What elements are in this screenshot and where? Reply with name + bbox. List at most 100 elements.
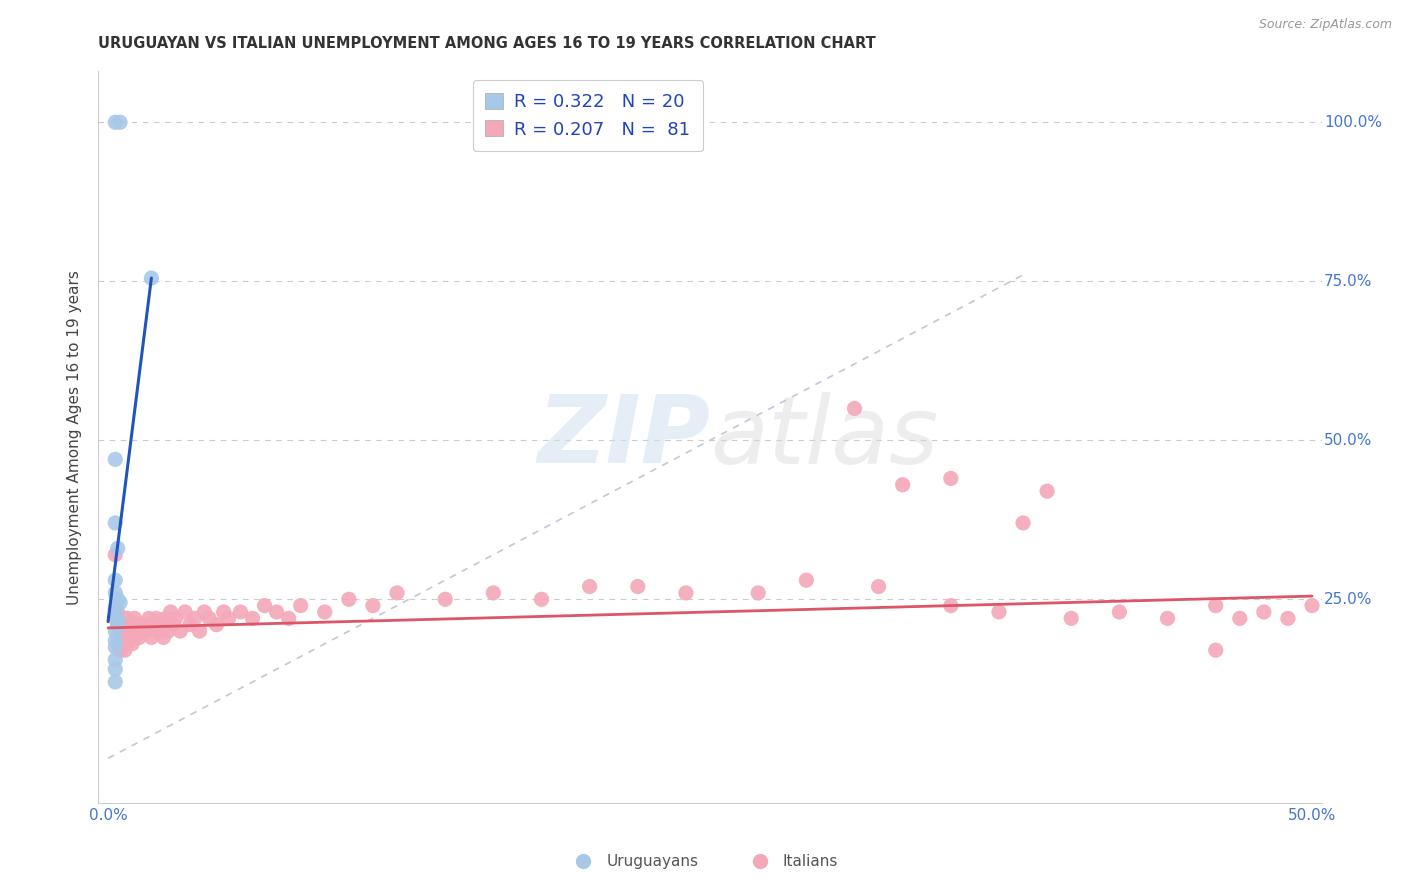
Point <box>131 624 153 638</box>
Point <box>104 602 127 616</box>
Point <box>107 541 129 556</box>
Point <box>530 592 553 607</box>
Point <box>188 624 211 638</box>
Point <box>114 643 136 657</box>
Point <box>104 662 127 676</box>
Point <box>184 611 207 625</box>
Point <box>868 580 890 594</box>
Point <box>162 617 184 632</box>
Point <box>111 617 134 632</box>
Point <box>117 637 139 651</box>
Point <box>844 401 866 416</box>
Point <box>128 631 150 645</box>
Point <box>277 611 299 625</box>
Point <box>107 592 129 607</box>
Point <box>212 605 235 619</box>
Point <box>205 617 228 632</box>
Point <box>111 631 134 645</box>
Legend: Uruguayans, Italians: Uruguayans, Italians <box>562 848 844 875</box>
Text: 50.0%: 50.0% <box>1324 433 1372 448</box>
Point <box>128 617 150 632</box>
Point <box>107 637 129 651</box>
Point <box>434 592 457 607</box>
Point <box>108 643 131 657</box>
Point <box>157 624 180 638</box>
Legend: R = 0.322   N = 20, R = 0.207   N =  81: R = 0.322 N = 20, R = 0.207 N = 81 <box>472 80 703 152</box>
Point <box>104 653 127 667</box>
Point <box>108 624 131 638</box>
Point <box>104 573 127 587</box>
Point <box>148 624 170 638</box>
Point <box>217 611 239 625</box>
Point <box>1108 605 1130 619</box>
Point <box>118 617 141 632</box>
Point <box>121 637 143 651</box>
Point <box>141 271 163 285</box>
Text: atlas: atlas <box>710 392 938 483</box>
Point <box>1229 611 1251 625</box>
Point <box>165 611 187 625</box>
Point <box>242 611 264 625</box>
Text: URUGUAYAN VS ITALIAN UNEMPLOYMENT AMONG AGES 16 TO 19 YEARS CORRELATION CHART: URUGUAYAN VS ITALIAN UNEMPLOYMENT AMONG … <box>98 36 876 51</box>
Point <box>104 586 127 600</box>
Point <box>385 586 408 600</box>
Text: 25.0%: 25.0% <box>1324 591 1372 607</box>
Point <box>138 611 160 625</box>
Point <box>118 631 141 645</box>
Point <box>104 611 127 625</box>
Text: Source: ZipAtlas.com: Source: ZipAtlas.com <box>1258 18 1392 31</box>
Point <box>150 617 173 632</box>
Point <box>107 611 129 625</box>
Point <box>179 617 201 632</box>
Point <box>107 605 129 619</box>
Point <box>121 624 143 638</box>
Text: 100.0%: 100.0% <box>1324 115 1382 129</box>
Point <box>104 608 127 623</box>
Text: ZIP: ZIP <box>537 391 710 483</box>
Point <box>152 631 174 645</box>
Point <box>198 611 221 625</box>
Point <box>229 605 252 619</box>
Point <box>142 617 165 632</box>
Text: 75.0%: 75.0% <box>1324 274 1372 289</box>
Point <box>482 586 505 600</box>
Point <box>104 115 127 129</box>
Point <box>1205 643 1227 657</box>
Point <box>1205 599 1227 613</box>
Point <box>117 611 139 625</box>
Point <box>578 580 600 594</box>
Point <box>104 633 127 648</box>
Point <box>108 595 131 609</box>
Point <box>134 617 156 632</box>
Point <box>1301 599 1323 613</box>
Point <box>159 605 181 619</box>
Point <box>1012 516 1035 530</box>
Point <box>104 516 127 530</box>
Point <box>939 471 962 485</box>
Point <box>1277 611 1299 625</box>
Point <box>675 586 697 600</box>
Point <box>266 605 288 619</box>
Point <box>174 605 197 619</box>
Point <box>104 624 127 638</box>
Point <box>1036 484 1059 499</box>
Point <box>145 611 167 625</box>
Point <box>747 586 769 600</box>
Point <box>337 592 360 607</box>
Point <box>988 605 1011 619</box>
Point <box>104 452 127 467</box>
Point <box>108 115 131 129</box>
Point <box>1156 611 1178 625</box>
Point <box>796 573 818 587</box>
Point <box>627 580 650 594</box>
Point <box>155 611 177 625</box>
Point <box>253 599 276 613</box>
Point <box>290 599 312 613</box>
Point <box>1060 611 1083 625</box>
Point <box>124 611 146 625</box>
Point <box>361 599 384 613</box>
Point <box>939 599 962 613</box>
Point <box>107 617 129 632</box>
Point <box>135 624 157 638</box>
Point <box>104 640 127 654</box>
